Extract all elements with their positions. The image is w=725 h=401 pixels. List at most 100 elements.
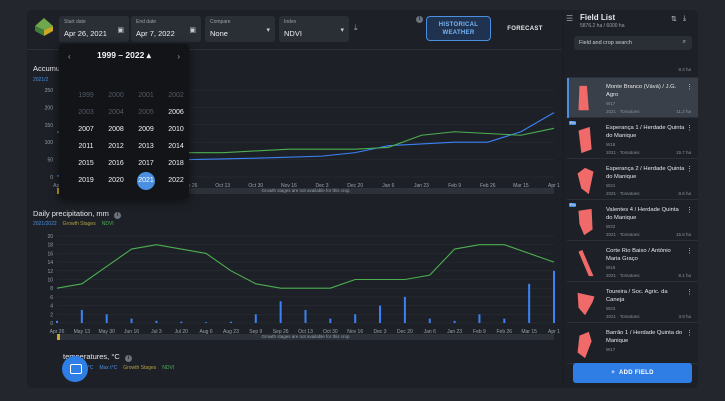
search-icon[interactable]: ⌕ [682, 39, 686, 45]
end-date-label: End date [136, 19, 157, 25]
year-option[interactable]: 2005 [138, 109, 154, 116]
year-option[interactable]: 2022 [168, 177, 184, 184]
x-tick-label: Apr [53, 183, 61, 189]
field-season: 2021 · Tomatoes [606, 273, 640, 278]
info-icon[interactable]: i [113, 212, 121, 219]
forecast-toggle[interactable]: FORECAST [507, 25, 543, 32]
accum-chart-title: Accumul [33, 64, 62, 73]
x-tick-label: Oct 30 [323, 329, 338, 335]
collapse-icon[interactable]: ☰ [566, 14, 574, 23]
field-list-item[interactable]: Esperança 2 / Herdade Quinta do Manique ⋮… [567, 160, 698, 200]
info-icon[interactable]: i [124, 355, 132, 362]
field-list-item[interactable]: Pro Valentes 4 / Herdade Quinta do Maniqu… [567, 201, 698, 241]
x-tick-label: Dec 3 [316, 183, 329, 189]
info-icon[interactable]: i [416, 16, 423, 23]
field-list-item[interactable]: Corte Rio Baixo / António Maria Graço ⋮ W1… [567, 242, 698, 282]
calendar-icon[interactable]: ▣ [189, 27, 196, 34]
year-option[interactable]: 2019 [78, 177, 94, 184]
field-list-item[interactable]: Pro Esperança 1 / Herdade Quinta do Maniq… [567, 119, 698, 159]
year-option[interactable]: 2016 [108, 160, 124, 167]
field-shape-icon [577, 292, 595, 316]
precip-bar [229, 321, 232, 323]
compare-label: Compare [210, 19, 231, 25]
legend-item[interactable]: 2021/2022 [33, 221, 57, 227]
legend-item[interactable]: NDVI [101, 221, 114, 227]
year-option[interactable]: 2015 [78, 160, 94, 167]
field-name: Toureira / Soc. Agric. da Caneja [606, 289, 668, 303]
x-tick-label: Apr 1 [548, 183, 560, 189]
year-option[interactable]: 1999 [78, 92, 94, 99]
year-option[interactable]: 2012 [108, 143, 124, 150]
compare-select[interactable]: Compare None ▾ [205, 16, 275, 42]
field-list-item[interactable]: Monte Branco (Vává) / J.G. Agro ⋮ W17 2021 … [567, 78, 698, 118]
more-icon[interactable]: ⋮ [686, 207, 693, 214]
x-tick-label: Jun 16 [124, 329, 139, 335]
year-option[interactable]: 2010 [168, 126, 184, 133]
start-date-field[interactable]: Start date Apr 26, 2021 ▣ [59, 16, 129, 42]
index-select[interactable]: Index NDVI ▾ [279, 16, 349, 42]
year-option[interactable]: 2007 [78, 126, 94, 133]
sort-icon[interactable]: ⇅ [671, 16, 677, 23]
legend-item[interactable]: NDVI [162, 365, 175, 371]
year-option[interactable]: 2021 [137, 172, 155, 190]
year-option[interactable]: 2002 [168, 92, 184, 99]
field-name: Barrão 1 / Herdade Quinta do Manique [606, 330, 683, 344]
chat-icon[interactable] [62, 356, 88, 382]
year-option[interactable]: 2013 [138, 143, 154, 150]
year-option[interactable]: 2006 [168, 109, 184, 116]
precip-bar [379, 305, 382, 323]
end-date-field[interactable]: End date Apr 7, 2022 ▣ [131, 16, 201, 42]
app-logo-icon [35, 18, 53, 36]
field-list-item[interactable]: Barrão 1 / Herdade Quinta do Manique ⋮ W17 [567, 324, 698, 364]
field-week: W23 [606, 306, 616, 311]
year-option[interactable]: 2009 [138, 126, 154, 133]
more-icon[interactable]: ⋮ [686, 125, 693, 132]
field-area: 15.6 ha [675, 232, 691, 237]
field-meta: 2021 · Tomatoes 15.6 ha [606, 232, 691, 237]
field-area: 11.2 ha [676, 109, 691, 114]
field-season: 2021 · Tomatoes [606, 232, 640, 237]
historical-weather-toggle[interactable]: HISTORICAL WEATHER [426, 16, 491, 41]
download-icon[interactable]: ⤓ [354, 23, 358, 32]
year-option[interactable]: 2014 [168, 143, 184, 150]
chevron-left-icon[interactable]: ‹ [68, 52, 71, 61]
chevron-right-icon[interactable]: › [177, 52, 180, 61]
field-area: 8.3 ha [678, 67, 691, 72]
legend-item[interactable]: Growth Stages [123, 365, 157, 371]
more-icon[interactable]: ⋮ [686, 166, 693, 173]
year-option[interactable]: 2011 [78, 143, 94, 150]
year-option[interactable]: 2003 [78, 109, 94, 116]
more-icon[interactable]: ⋮ [686, 289, 693, 296]
x-tick-label: Sep 26 [273, 329, 289, 335]
list-item[interactable]: 8.3 ha [567, 62, 698, 78]
download-icon[interactable]: ⤓ [683, 15, 687, 22]
y-tick-label: 150 [45, 123, 54, 129]
y-tick-label: 18 [47, 243, 53, 249]
calendar-icon[interactable]: ▣ [117, 27, 124, 34]
more-icon[interactable]: ⋮ [686, 84, 693, 91]
precip-legend: 2021/2022 Growth Stages NDVI [33, 221, 114, 227]
year-option[interactable]: 2020 [108, 177, 124, 184]
precip-bar [553, 270, 555, 323]
y-tick-label: 14 [47, 260, 53, 266]
year-option[interactable]: 2018 [168, 160, 184, 167]
year-option[interactable]: 2004 [108, 109, 124, 116]
year-option[interactable]: 2000 [108, 92, 124, 99]
field-week: W21 [606, 183, 616, 188]
legend-item[interactable]: 2021/2 [33, 77, 49, 83]
field-search-input[interactable]: Field and crop search ⌕ [574, 36, 692, 50]
legend-item[interactable]: Max t°C [99, 365, 118, 371]
start-date-value: Apr 26, 2021 [64, 29, 107, 38]
x-tick-label: Nov 16 [347, 329, 363, 335]
field-area: 8.1 ha [678, 273, 691, 278]
year-option[interactable]: 2017 [138, 160, 154, 167]
legend-item[interactable]: Growth Stages [62, 221, 96, 227]
year-range-title[interactable]: 1999 – 2022 ▴ [97, 50, 151, 60]
more-icon[interactable]: ⋮ [686, 330, 693, 337]
year-option[interactable]: 2001 [138, 92, 154, 99]
year-option[interactable]: 2008 [108, 126, 124, 133]
add-field-button[interactable]: + ADD FIELD [573, 363, 692, 383]
field-list-item[interactable]: Toureira / Soc. Agric. da Caneja ⋮ W23 2021… [567, 283, 698, 323]
more-icon[interactable]: ⋮ [686, 248, 693, 255]
field-name: Valentes 4 / Herdade Quinta do Manique [606, 207, 679, 221]
